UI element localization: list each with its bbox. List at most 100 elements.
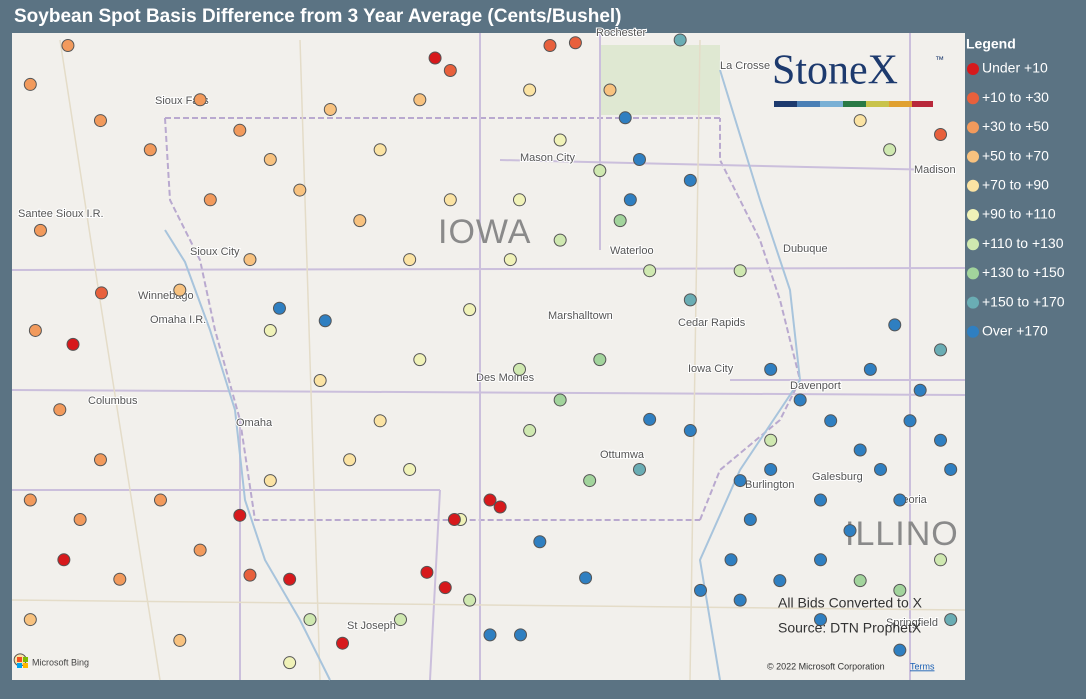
location-point[interactable] [568,36,582,50]
location-point[interactable] [263,323,277,337]
location-point[interactable] [143,143,157,157]
location-point[interactable] [503,253,517,267]
location-point[interactable] [764,462,778,476]
location-point[interactable] [57,553,71,567]
location-point[interactable] [283,656,297,670]
location-point[interactable] [512,362,526,376]
location-point[interactable] [743,513,757,526]
location-point[interactable] [944,462,958,476]
location-point[interactable] [514,628,527,642]
location-point[interactable] [683,173,697,187]
location-point[interactable] [203,193,217,207]
location-point[interactable] [193,93,207,107]
location-point[interactable] [553,133,567,147]
location-point[interactable] [733,474,747,488]
location-point[interactable] [483,493,497,507]
location-point[interactable] [934,553,948,567]
location-point[interactable] [283,572,297,586]
location-point[interactable] [874,462,888,476]
location-point[interactable] [814,613,828,627]
location-point[interactable] [263,474,277,488]
terms-link[interactable]: Terms [910,661,935,671]
location-point[interactable] [303,613,317,627]
location-point[interactable] [543,39,557,53]
location-point[interactable] [293,183,307,197]
location-point[interactable] [683,293,697,307]
location-point[interactable] [694,583,708,597]
location-point[interactable] [553,393,567,407]
location-point[interactable] [632,462,646,476]
location-point[interactable] [613,214,627,228]
location-point[interactable] [73,513,87,526]
location-point[interactable] [593,353,607,367]
location-point[interactable] [643,264,657,278]
location-point[interactable] [853,443,867,457]
location-point[interactable] [632,152,646,166]
location-point[interactable] [263,152,277,166]
location-point[interactable] [483,628,497,642]
location-point[interactable] [733,593,747,607]
location-point[interactable] [523,424,537,438]
location-point[interactable] [313,374,327,387]
location-point[interactable] [413,353,427,367]
location-point[interactable] [843,524,857,538]
location-point[interactable] [53,403,67,417]
location-point[interactable] [23,613,37,627]
location-point[interactable] [913,383,927,397]
location-point[interactable] [603,83,617,97]
location-point[interactable] [643,412,657,426]
location-point[interactable] [888,318,902,332]
location-point[interactable] [579,571,593,585]
location-point[interactable] [272,301,286,315]
location-point[interactable] [23,493,37,507]
location-point[interactable] [934,343,948,357]
location-point[interactable] [593,164,607,178]
location-point[interactable] [243,253,257,267]
location-point[interactable] [583,474,597,488]
location-point[interactable] [553,233,567,247]
location-point[interactable] [463,593,477,607]
location-point[interactable] [403,253,417,267]
location-point[interactable] [934,127,948,141]
location-point[interactable] [33,223,47,237]
location-point[interactable] [173,283,187,297]
location-point[interactable] [438,581,452,595]
location-point[interactable] [447,513,461,526]
location-point[interactable] [903,414,917,428]
location-point[interactable] [323,102,337,116]
location-point[interactable] [893,643,907,657]
location-point[interactable] [463,303,477,317]
location-point[interactable] [243,568,257,582]
location-point[interactable] [623,193,637,207]
location-point[interactable] [94,286,108,300]
location-point[interactable] [428,51,442,65]
location-point[interactable] [853,114,867,128]
location-point[interactable] [153,493,167,507]
location-point[interactable] [618,111,632,125]
location-point[interactable] [233,508,247,522]
location-point[interactable] [883,143,897,157]
location-point[interactable] [443,193,457,207]
location-point[interactable] [814,553,828,567]
location-point[interactable] [193,543,207,557]
location-point[interactable] [824,414,838,428]
location-point[interactable] [493,500,507,514]
location-point[interactable] [343,453,357,467]
location-point[interactable] [420,565,434,579]
location-point[interactable] [373,143,387,157]
location-point[interactable] [733,264,747,278]
location-point[interactable] [773,574,787,588]
location-point[interactable] [512,193,526,207]
location-point[interactable] [353,214,367,228]
location-point[interactable] [393,613,407,627]
location-point[interactable] [724,553,738,567]
location-point[interactable] [28,323,42,337]
location-point[interactable] [113,572,127,586]
location-point[interactable] [443,64,457,78]
location-point[interactable] [863,362,877,376]
location-point[interactable] [893,493,907,507]
location-point[interactable] [66,337,80,351]
location-point[interactable] [173,633,187,647]
location-point[interactable] [336,636,350,650]
location-point[interactable] [403,462,417,476]
